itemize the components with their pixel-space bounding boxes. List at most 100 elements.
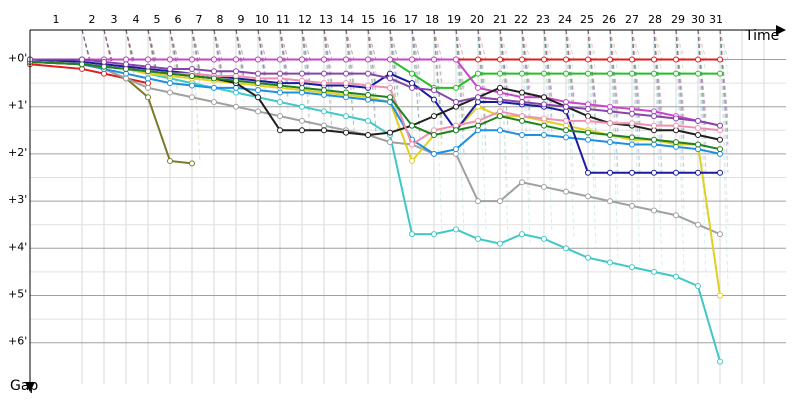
data-point: [277, 70, 283, 77]
guide-line: [169, 29, 179, 60]
guide-line: [213, 29, 223, 60]
data-point: [453, 56, 459, 63]
data-point: [607, 132, 613, 139]
guide-line: [543, 29, 553, 136]
y-tick-label: +0': [8, 52, 27, 65]
data-point: [585, 169, 591, 176]
guide-line: [455, 29, 465, 131]
guide-line: [191, 29, 201, 77]
data-point: [321, 87, 327, 94]
data-point: [145, 75, 151, 82]
x-tick-label: 16: [382, 13, 396, 26]
guide-line: [653, 29, 663, 268]
data-point: [189, 94, 195, 101]
guide-line: [345, 29, 355, 60]
x-tick-label: 13: [319, 13, 333, 26]
guide-line: [675, 29, 685, 173]
data-point: [541, 132, 547, 139]
x-tick-label: 31: [709, 13, 723, 26]
data-point: [299, 56, 305, 63]
guide-line: [455, 29, 465, 136]
guide-line: [301, 29, 311, 60]
data-point: [189, 73, 195, 80]
data-point: [101, 58, 107, 65]
guide-line: [653, 29, 663, 126]
data-point: [629, 141, 635, 148]
data-point: [409, 122, 415, 129]
data-point: [277, 127, 283, 134]
data-point: [651, 136, 657, 143]
guide-line: [631, 29, 641, 107]
guide-line: [279, 29, 289, 81]
data-point: [79, 56, 85, 63]
y-tick-label: +4': [8, 240, 27, 253]
y-tick-label: +1': [8, 99, 27, 112]
data-point: [695, 283, 701, 290]
data-point: [123, 61, 129, 68]
x-tick-label: 17: [404, 13, 418, 26]
guide-line: [565, 29, 575, 121]
data-point: [365, 70, 371, 77]
data-point: [585, 117, 591, 124]
data-point: [255, 80, 261, 87]
guide-line: [719, 29, 729, 60]
guide-line: [81, 29, 91, 60]
guide-line: [257, 29, 267, 60]
guide-line: [631, 29, 641, 74]
guide-line: [257, 29, 267, 60]
guide-line: [147, 29, 157, 79]
data-point: [563, 56, 569, 63]
guide-line: [213, 29, 223, 79]
data-point: [607, 108, 613, 115]
guide-line: [103, 29, 113, 60]
guide-line: [543, 29, 553, 103]
x-axis-title: Time: [744, 28, 779, 44]
guide-line: [147, 29, 157, 60]
guide-line: [565, 29, 575, 60]
data-point: [585, 56, 591, 63]
guide-line: [499, 29, 509, 98]
data-point: [343, 113, 349, 120]
guide-line: [323, 29, 333, 121]
guide-line: [301, 29, 311, 60]
data-point: [695, 117, 701, 124]
guide-line: [81, 29, 91, 60]
data-point: [409, 84, 415, 91]
guide-line: [191, 29, 201, 93]
y-tick-label: +3': [8, 193, 27, 206]
guide-line: [169, 29, 179, 74]
data-point: [299, 70, 305, 77]
data-point: [607, 139, 613, 146]
guide-line: [345, 29, 355, 93]
guide-line: [675, 29, 685, 272]
data-point: [519, 98, 525, 105]
guide-line: [477, 29, 487, 131]
guide-line: [235, 29, 245, 77]
guide-line: [389, 29, 399, 86]
data-point: [321, 127, 327, 134]
guide-line: [125, 29, 135, 62]
guide-line: [367, 29, 377, 93]
guide-line: [543, 29, 553, 93]
guide-line: [455, 29, 465, 235]
guide-line: [213, 29, 223, 77]
data-point: [189, 160, 195, 167]
data-point: [651, 207, 657, 214]
guide-line: [279, 29, 289, 60]
data-point: [431, 132, 437, 139]
guide-line: [587, 29, 597, 107]
guide-line: [499, 29, 509, 103]
data-point: [629, 110, 635, 117]
guide-line: [411, 29, 421, 60]
data-point: [585, 106, 591, 113]
data-point: [145, 56, 151, 63]
data-point: [475, 198, 481, 205]
data-point: [585, 136, 591, 143]
data-point: [519, 89, 525, 96]
guide-line: [367, 29, 377, 117]
guide-line: [345, 29, 355, 60]
guide-line: [191, 29, 201, 60]
data-point: [717, 292, 723, 299]
data-point: [475, 56, 481, 63]
data-point: [321, 56, 327, 63]
